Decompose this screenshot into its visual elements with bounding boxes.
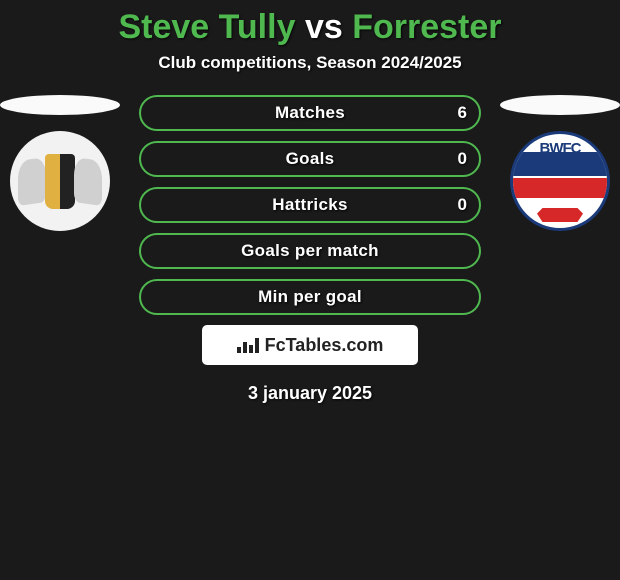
player2-name: Forrester [352, 8, 501, 46]
bar-chart-icon [237, 338, 259, 353]
subtitle: Club competitions, Season 2024/2025 [0, 53, 620, 95]
stat-row: Matches 6 [139, 95, 481, 131]
comparison-card: Steve Tully vs Forrester Club competitio… [0, 0, 620, 404]
stat-value-right: 6 [458, 103, 467, 123]
stat-rows: Matches 6 Goals 0 Hattricks 0 Goals per match M… [139, 95, 481, 315]
stat-row: Goals per match [139, 233, 481, 269]
stat-value-right: 0 [458, 195, 467, 215]
player2-club-crest: BWFC [510, 131, 610, 231]
stat-label: Goals [286, 149, 335, 169]
crest-ribbon-icon [537, 208, 583, 222]
player2-silhouette [500, 95, 620, 115]
player1-name: Steve Tully [118, 8, 295, 46]
brand-text: FcTables.com [265, 335, 384, 356]
page-title: Steve Tully vs Forrester [0, 0, 620, 53]
stat-value-right: 0 [458, 149, 467, 169]
brand-box: FcTables.com [202, 325, 418, 365]
main-area: BWFC Matches 6 Goals 0 Hattricks 0 Goals per m… [0, 95, 620, 404]
player2-badge-area: BWFC [500, 95, 620, 231]
player1-badge-area [0, 95, 120, 231]
crest-shield-icon [45, 154, 75, 209]
player1-club-crest [10, 131, 110, 231]
stat-label: Hattricks [272, 195, 347, 215]
stat-row: Min per goal [139, 279, 481, 315]
stat-label: Matches [275, 103, 345, 123]
crest-band-navy [513, 152, 607, 176]
stat-row: Hattricks 0 [139, 187, 481, 223]
date-text: 3 january 2025 [0, 383, 620, 404]
stat-row: Goals 0 [139, 141, 481, 177]
stat-label: Min per goal [258, 287, 362, 307]
vs-text: vs [305, 8, 343, 46]
player1-silhouette [0, 95, 120, 115]
stat-label: Goals per match [241, 241, 379, 261]
crest-band-red [513, 178, 607, 198]
